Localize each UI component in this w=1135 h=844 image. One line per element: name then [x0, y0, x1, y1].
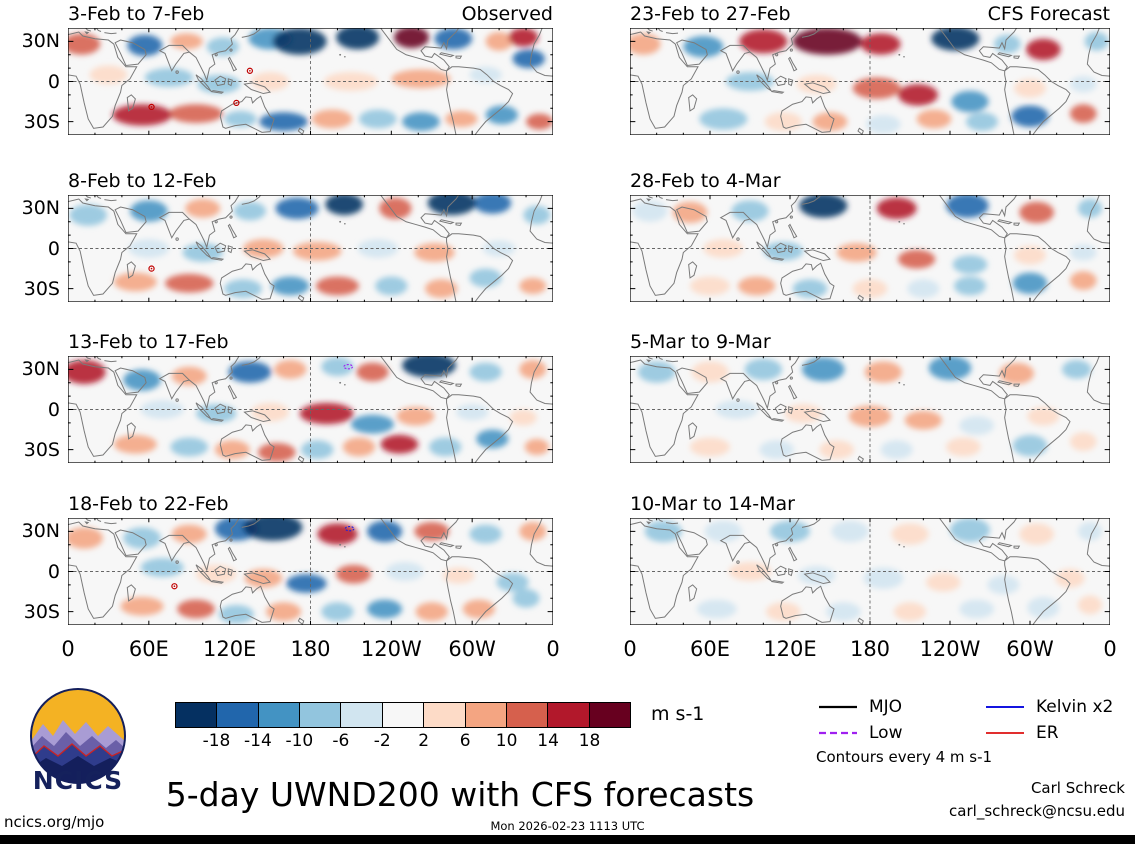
x-axis-label: 0 — [61, 637, 75, 661]
colorbar-tick-label: 6 — [459, 731, 471, 751]
panel-date-range: 28-Feb to 4-Mar — [630, 170, 781, 192]
x-axis-label: 120W — [919, 637, 981, 661]
x-axis-label: 0 — [623, 637, 637, 661]
panel-date-range: 5-Mar to 9-Mar — [630, 331, 771, 353]
map-panel-8 — [630, 518, 1110, 625]
panel-source-label: CFS Forecast — [987, 3, 1110, 25]
colorbar-tick-label: 14 — [537, 731, 559, 751]
colorbar-cell — [464, 702, 507, 728]
site-link-text: ncics.org/mjo — [4, 813, 105, 831]
colorbar-cell — [257, 702, 301, 728]
y-axis-label: 30S — [23, 110, 60, 133]
x-axis-label: 60E — [128, 637, 169, 661]
colorbar-tick-label: 2 — [418, 731, 430, 751]
colorbar-tick-label: 10 — [495, 731, 518, 751]
map-panel-3 — [68, 356, 553, 463]
x-axis-label: 60W — [1006, 637, 1054, 661]
panel-source-label: Observed — [461, 3, 553, 25]
panel-date-range: 3-Feb to 7-Feb — [68, 3, 205, 25]
legend-label: Kelvin x2 — [1036, 697, 1114, 717]
y-axis-label: 30S — [23, 277, 60, 300]
x-axis-label: 120E — [763, 637, 817, 661]
er-line-icon — [986, 732, 1024, 734]
panel-date-range: 18-Feb to 22-Feb — [68, 493, 229, 515]
x-axis-label: 180 — [849, 637, 891, 661]
colorbar-tick-label: -14 — [244, 731, 272, 751]
legend-label: MJO — [869, 697, 903, 717]
panel-date-range: 23-Feb to 27-Feb — [630, 3, 791, 25]
x-axis-label: 60W — [448, 637, 496, 661]
y-axis-label: 30N — [21, 197, 60, 220]
timestamp: Mon 2026-02-23 1113 UTC — [490, 819, 645, 833]
x-axis-label: 120W — [360, 637, 422, 661]
colorbar-tick-label: -2 — [373, 731, 391, 751]
x-axis-label: 0 — [546, 637, 560, 661]
legend-item-kelvin: Kelvin x2 — [985, 697, 1113, 717]
panel-header-6: 28-Feb to 4-Mar — [630, 169, 1110, 193]
panel-header-2: 8-Feb to 12-Feb — [68, 169, 553, 193]
legend-item-mjo: MJO — [818, 697, 902, 717]
legend-item-low: Low — [818, 723, 902, 743]
x-axis-label: 120E — [202, 637, 257, 661]
panel-date-range: 13-Feb to 17-Feb — [68, 331, 229, 353]
colorbar — [175, 702, 631, 728]
colorbar-tick-label: -18 — [202, 731, 231, 751]
colorbar-cell — [216, 702, 259, 728]
map-panel-4 — [68, 518, 553, 625]
contour-interval-note: Contours every 4 m s-1 — [816, 748, 993, 766]
legend-item-er: ER — [985, 723, 1059, 743]
y-axis-label: 0 — [47, 560, 60, 583]
y-axis-label: 30N — [21, 520, 60, 543]
kelvin-line-icon — [986, 706, 1024, 708]
ncics-logo-text: NCICS — [32, 766, 124, 795]
map-panel-6 — [630, 195, 1110, 302]
colorbar-tick-labels: -18 -14 -10 -6 -2 2 6 10 14 18 — [175, 731, 631, 751]
map-panel-2 — [68, 195, 553, 302]
x-axis-label: 180 — [290, 637, 331, 661]
x-axis-label: 60E — [690, 637, 730, 661]
legend-label: ER — [1036, 723, 1059, 743]
y-axis-label: 30N — [21, 30, 60, 53]
colorbar-cell — [299, 702, 342, 728]
colorbar-cell — [381, 702, 425, 728]
y-axis-label: 30S — [23, 600, 60, 623]
panel-date-range: 10-Mar to 14-Mar — [630, 493, 795, 515]
units-label: m s-1 — [651, 703, 705, 725]
mjo-line-icon — [819, 705, 857, 709]
colorbar-tick-label: 18 — [578, 731, 601, 751]
panel-header-7: 5-Mar to 9-Mar — [630, 330, 1110, 354]
y-axis-label: 30S — [23, 438, 60, 461]
panel-header-1: 3-Feb to 7-Feb Observed — [68, 2, 553, 26]
panel-header-8: 10-Mar to 14-Mar — [630, 492, 1110, 516]
y-axis-label: 0 — [47, 398, 60, 421]
panel-header-5: 23-Feb to 27-Feb CFS Forecast — [630, 2, 1110, 26]
bottom-black-bar — [0, 835, 1135, 844]
legend-label: Low — [869, 723, 903, 743]
credit-name: Carl Schreck — [1030, 779, 1125, 797]
map-panel-7 — [630, 356, 1110, 463]
map-panel-1 — [68, 28, 553, 135]
colorbar-cell — [505, 702, 549, 728]
colorbar-cell — [547, 702, 590, 728]
credit-email: carl_schreck@ncsu.edu — [949, 802, 1125, 820]
map-panel-5 — [630, 28, 1110, 135]
x-axis-label: 0 — [1103, 637, 1117, 661]
figure-title: 5-day UWND200 with CFS forecasts — [165, 775, 755, 814]
panel-header-4: 18-Feb to 22-Feb — [68, 492, 553, 516]
colorbar-cell — [423, 702, 466, 728]
colorbar-cell — [588, 702, 631, 728]
colorbar-cell — [175, 702, 218, 728]
panel-header-3: 13-Feb to 17-Feb — [68, 330, 553, 354]
colorbar-tick-label: -6 — [332, 731, 350, 751]
y-axis-label: 30N — [21, 358, 60, 381]
colorbar-cell — [340, 702, 383, 728]
y-axis-label: 0 — [47, 237, 60, 260]
ncics-logo — [30, 688, 126, 784]
y-axis-label: 0 — [47, 70, 60, 93]
panel-date-range: 8-Feb to 12-Feb — [68, 170, 217, 192]
low-line-icon — [819, 731, 857, 735]
colorbar-tick-label: -10 — [285, 731, 314, 751]
